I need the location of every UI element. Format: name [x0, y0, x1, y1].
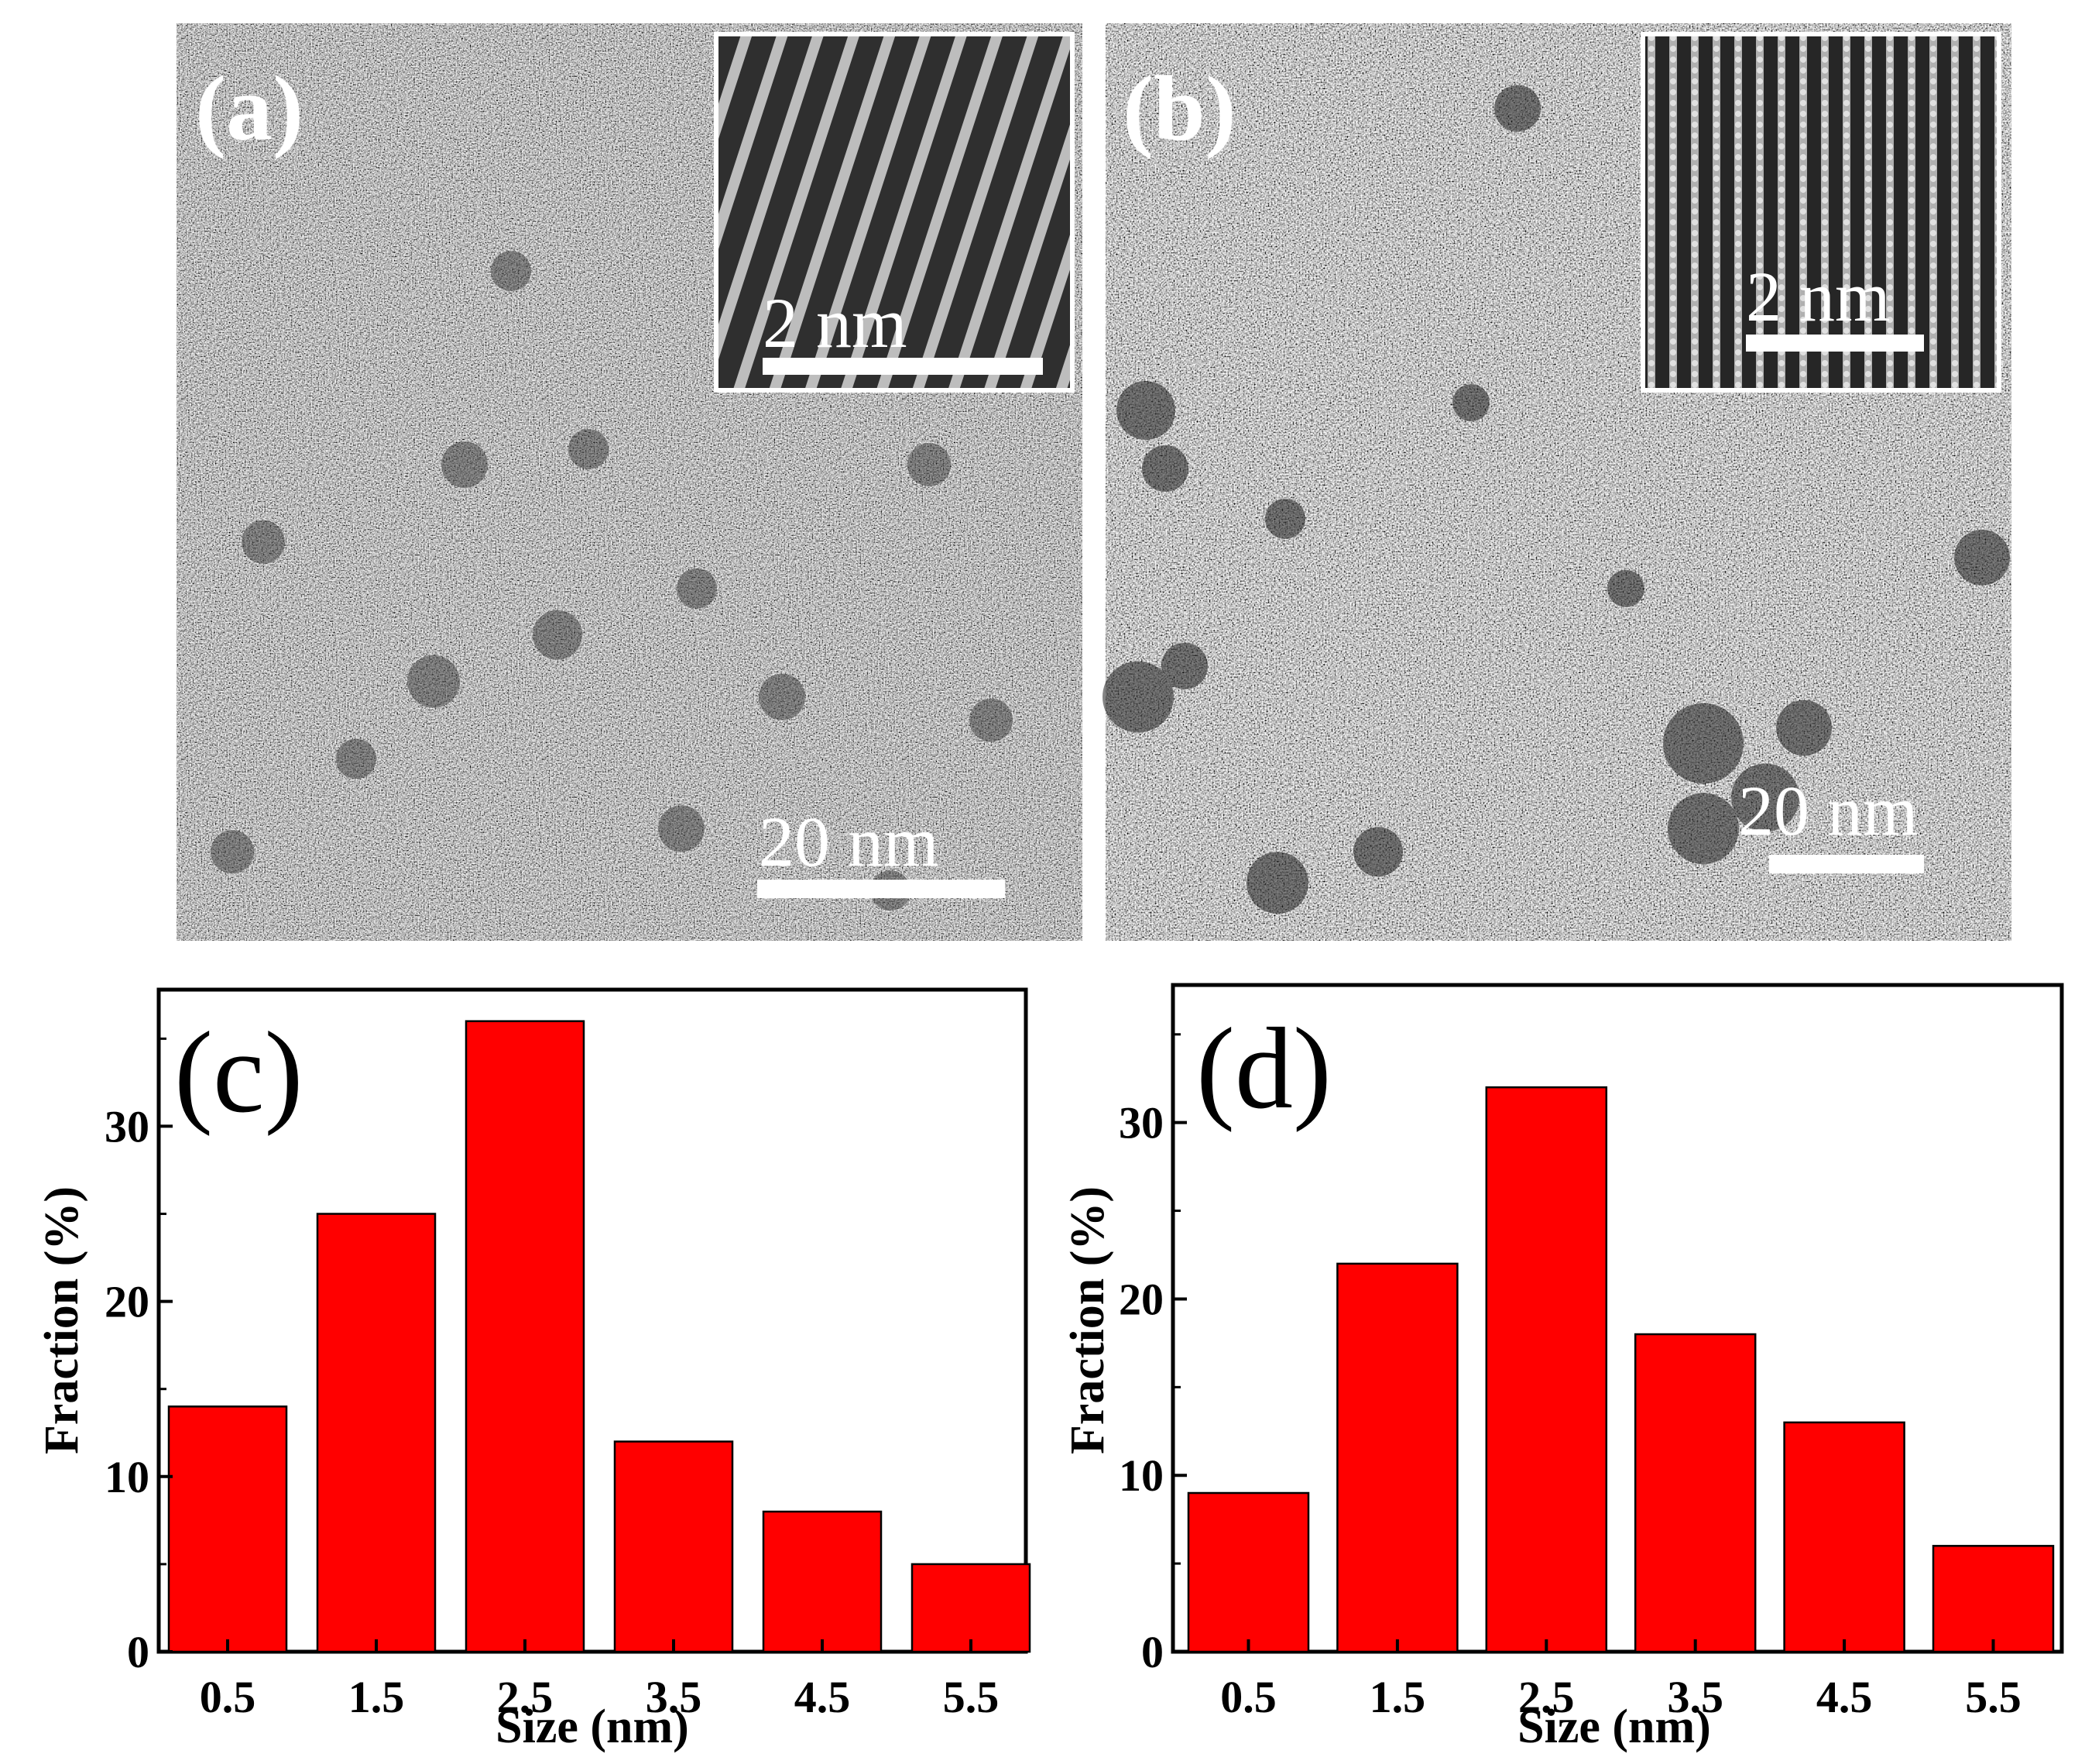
hrtem-inset-a: [714, 32, 1075, 393]
bars-c: [167, 1020, 1031, 1653]
x-tick-label: 5.5: [943, 1672, 1000, 1722]
x-tick-label: 2.5: [1518, 1672, 1575, 1722]
y-tick-label: 30: [105, 1101, 149, 1151]
plot-frame-d: [1171, 983, 2064, 1654]
x-tick-label: 3.5: [1667, 1672, 1723, 1722]
tem-panel-b: (b) 2 nm 20 nm: [1103, 23, 2011, 941]
bar-c-1.5: [316, 1213, 437, 1653]
scale-label-b: 20 nm: [1738, 771, 1919, 850]
histogram-d: 0.5 1.5 2.5 3.5 4.5 5.5 0 10 20 30 (d) Size (nm)…: [1061, 983, 2064, 1753]
y-tick-label: 10: [105, 1452, 149, 1502]
bar-d-3.5: [1634, 1333, 1757, 1653]
bar-d-2.5: [1485, 1086, 1608, 1653]
x-tick-label: 3.5: [646, 1672, 702, 1722]
bar-c-5.5: [910, 1563, 1031, 1653]
y-tick-label: 0: [1141, 1627, 1164, 1677]
x-ticks-c: 0.5 1.5 2.5 3.5 4.5 5.5: [200, 1639, 1000, 1722]
inset-scale-text-b: 2 nm: [1746, 257, 1891, 336]
x-axis-title-d: Size (nm): [1517, 1701, 1711, 1753]
bars-d: [1187, 1086, 2055, 1653]
x-tick-label: 0.5: [1220, 1672, 1277, 1722]
x-tick-label: 5.5: [1965, 1672, 2022, 1722]
x-tick-label: 1.5: [348, 1672, 405, 1722]
x-axis-title-c: Size (nm): [496, 1701, 689, 1753]
nanoparticles-b: [1103, 85, 2010, 914]
y-tick-label: 30: [1119, 1098, 1164, 1148]
bar-c-3.5: [613, 1440, 734, 1653]
bar-c-2.5: [465, 1020, 585, 1653]
y-tick-label: 20: [105, 1277, 149, 1327]
y-ticks-d: 0 10 20 30: [1119, 1033, 1187, 1677]
bar-d-0.5: [1187, 1491, 1310, 1653]
y-tick-label: 20: [1119, 1274, 1164, 1324]
y-tick-label: 0: [127, 1627, 149, 1677]
x-tick-label: 4.5: [1816, 1672, 1873, 1722]
scale-label-a: 20 nm: [759, 802, 939, 881]
bar-c-0.5: [167, 1405, 288, 1653]
y-axis-title-c: Fraction (%): [36, 1186, 88, 1454]
plot-frame-c: [156, 987, 1028, 1654]
bar-d-5.5: [1932, 1545, 2055, 1653]
inset-scale-bar-b: [1746, 335, 1924, 352]
x-tick-label: 4.5: [794, 1672, 851, 1722]
hrtem-inset-b: [1641, 32, 2001, 393]
x-ticks-d: 0.5 1.5 2.5 3.5 4.5 5.5: [1220, 1639, 2022, 1722]
bar-c-4.5: [762, 1510, 883, 1653]
bar-d-4.5: [1783, 1421, 1905, 1653]
x-tick-label: 2.5: [497, 1672, 554, 1722]
bar-d-1.5: [1336, 1262, 1459, 1653]
scale-bar-b: [1769, 855, 1924, 873]
panel-label-a: (a): [195, 57, 303, 160]
panel-label-b: (b): [1123, 57, 1236, 160]
y-ticks-c: 0 10 20 30: [105, 1037, 173, 1677]
scale-bar-a: [757, 880, 1005, 898]
panel-label-d: (d): [1196, 1004, 1332, 1133]
inset-scale-text-a: 2 nm: [763, 283, 907, 362]
y-axis-title-d: Fraction (%): [1061, 1186, 1114, 1454]
nanoparticles-a: [211, 251, 1013, 911]
panel-label-c: (c): [174, 1008, 303, 1137]
inset-scale-bar-a: [763, 358, 1043, 375]
x-tick-label: 0.5: [200, 1672, 256, 1722]
x-tick-label: 1.5: [1370, 1672, 1426, 1722]
y-tick-label: 10: [1119, 1450, 1164, 1501]
histogram-c: 0.5 1.5 2.5 3.5 4.5 5.5 0 10 20 30 (c) Size (nm)…: [36, 987, 1031, 1753]
tem-panel-a: (a) 20 nm 2 nm 20 nm: [177, 23, 1082, 941]
